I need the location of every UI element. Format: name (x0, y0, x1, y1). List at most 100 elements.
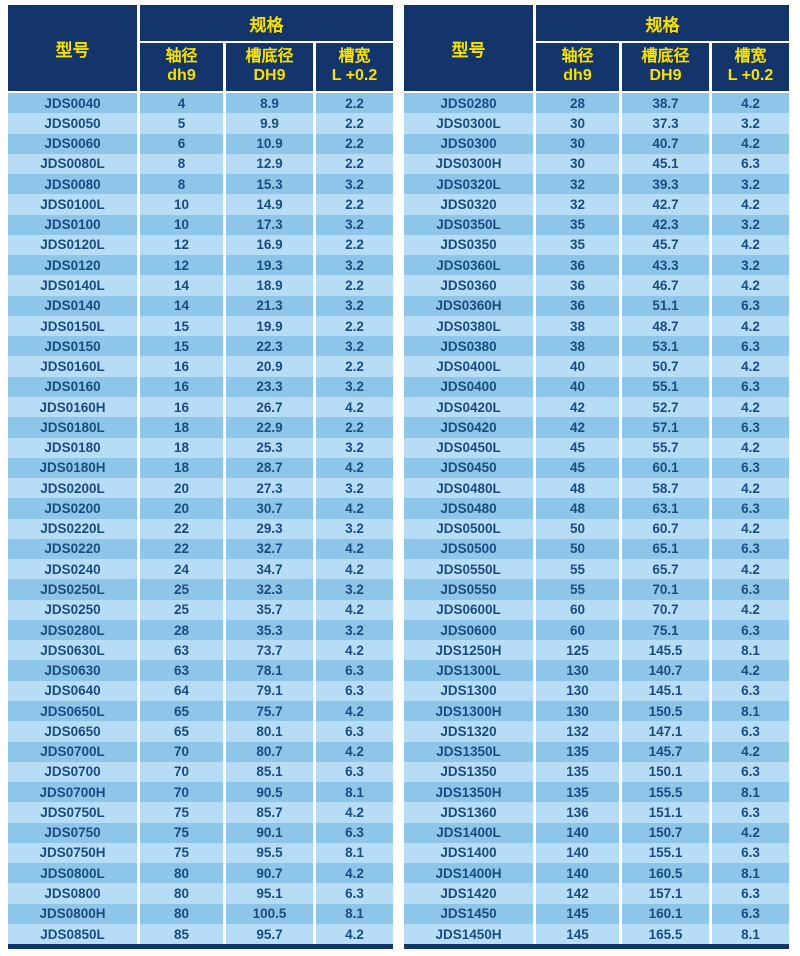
model-cell: JDS0450 (404, 457, 533, 479)
model-cell: JDS0350 (404, 234, 533, 256)
groove-width-label-cn: 槽宽 (338, 48, 371, 66)
model-cell: JDS1450 (404, 903, 533, 924)
value-cell: 22.3 (223, 336, 313, 357)
value-cell: 4.2 (709, 315, 790, 337)
model-cell: JDS0180 (8, 437, 137, 458)
table-row: JDS0750 75 90.1 6.3 (8, 822, 394, 843)
model-cell: JDS0050 (8, 113, 137, 134)
value-cell: 51.1 (619, 295, 709, 316)
table-row: JDS0100 10 17.3 3.2 (8, 214, 394, 235)
value-cell: 80.7 (223, 741, 313, 762)
model-cell: JDS0160 (8, 376, 137, 397)
model-cell: JDS1350H (404, 782, 533, 803)
value-cell: 36 (533, 275, 619, 296)
model-cell: JDS0550L (404, 559, 533, 580)
table-row: JDS0220 22 32.7 4.2 (8, 538, 394, 560)
value-cell: 90.5 (223, 782, 313, 803)
value-cell: 22 (137, 518, 223, 539)
table-row: JDS0250L 25 32.3 3.2 (8, 579, 394, 600)
table-row: JDS0750L 75 85.7 4.2 (8, 802, 394, 823)
value-cell: 48 (533, 498, 619, 519)
value-cell: 25 (137, 599, 223, 620)
value-cell: 8 (137, 153, 223, 175)
table-row: JDS0700 70 85.1 6.3 (8, 761, 394, 783)
value-cell: 2.2 (313, 356, 394, 377)
model-cell: JDS0150L (8, 315, 137, 337)
table-header: 型号 规格 轴径 dh9 槽底径 DH9 槽宽 L +0.2 (8, 5, 394, 93)
spec-table-right-wrap: 型号 规格 轴径 dh9 槽底径 DH9 槽宽 L +0.2 (404, 5, 790, 950)
model-cell: JDS0280L (8, 619, 137, 641)
table-row: JDS0080L 8 12.9 2.2 (8, 153, 394, 175)
value-cell: 4.2 (709, 275, 790, 296)
value-cell: 80 (137, 863, 223, 884)
table-row: JDS0300 30 40.7 4.2 (404, 133, 790, 154)
table-row: JDS0180H 18 28.7 4.2 (8, 457, 394, 479)
value-cell: 6.3 (709, 336, 790, 357)
value-cell: 32.3 (223, 579, 313, 600)
value-cell: 10.9 (223, 133, 313, 154)
table-row: JDS0350 35 45.7 4.2 (404, 234, 790, 256)
value-cell: 4.2 (709, 396, 790, 418)
spec-table-right: 型号 规格 轴径 dh9 槽底径 DH9 槽宽 L +0.2 (404, 5, 790, 945)
model-cell: JDS0150 (8, 336, 137, 357)
value-cell: 48.7 (619, 315, 709, 337)
value-cell: 78.1 (223, 660, 313, 681)
value-cell: 65 (137, 721, 223, 742)
model-cell: JDS1450H (404, 923, 533, 945)
value-cell: 6.3 (313, 660, 394, 681)
value-cell: 3.2 (313, 437, 394, 458)
table-row: JDS0650L 65 75.7 4.2 (8, 700, 394, 722)
table-row: JDS0220L 22 29.3 3.2 (8, 518, 394, 539)
value-cell: 4.2 (709, 741, 790, 762)
value-cell: 8.1 (313, 903, 394, 924)
table-row: JDS0060 6 10.9 2.2 (8, 133, 394, 154)
value-cell: 22 (137, 538, 223, 560)
value-cell: 6.3 (709, 457, 790, 479)
value-cell: 34.7 (223, 559, 313, 580)
value-cell: 29.3 (223, 518, 313, 539)
model-cell: JDS0040 (8, 93, 137, 114)
value-cell: 145 (533, 903, 619, 924)
value-cell: 3.2 (709, 174, 790, 195)
model-cell: JDS0800L (8, 863, 137, 884)
value-cell: 28 (137, 619, 223, 641)
value-cell: 20 (137, 478, 223, 499)
value-cell: 20.9 (223, 356, 313, 377)
table-row: JDS0420 42 57.1 6.3 (404, 417, 790, 438)
value-cell: 65 (137, 700, 223, 722)
table-row: JDS0480L 48 58.7 4.2 (404, 478, 790, 499)
value-cell: 50 (533, 518, 619, 539)
value-cell: 6.3 (313, 822, 394, 843)
value-cell: 135 (533, 782, 619, 803)
value-cell: 160.5 (619, 863, 709, 884)
value-cell: 26.7 (223, 396, 313, 418)
value-cell: 45.7 (619, 234, 709, 256)
value-cell: 4.2 (313, 741, 394, 762)
value-cell: 4.2 (313, 498, 394, 519)
table-row: JDS1400L 140 150.7 4.2 (404, 822, 790, 843)
model-cell: JDS0360L (404, 255, 533, 276)
value-cell: 6.3 (709, 376, 790, 397)
value-cell: 140 (533, 842, 619, 864)
value-cell: 42.3 (619, 214, 709, 235)
value-cell: 16 (137, 356, 223, 377)
value-cell: 25 (137, 579, 223, 600)
value-cell: 95.7 (223, 923, 313, 945)
value-cell: 15 (137, 315, 223, 337)
table-row: JDS0380 38 53.1 6.3 (404, 336, 790, 357)
table-row: JDS0300H 30 45.1 6.3 (404, 153, 790, 175)
value-cell: 42.7 (619, 194, 709, 215)
value-cell: 2.2 (313, 93, 394, 114)
value-cell: 30 (533, 133, 619, 154)
value-cell: 30 (533, 113, 619, 134)
value-cell: 3.2 (313, 579, 394, 600)
value-cell: 4.2 (709, 478, 790, 499)
value-cell: 6.3 (709, 903, 790, 924)
groove-width-label-cn: 槽宽 (734, 48, 767, 66)
table-row: JDS0100L 10 14.9 2.2 (8, 194, 394, 215)
value-cell: 6.3 (709, 498, 790, 519)
value-cell: 75.7 (223, 700, 313, 722)
model-cell: JDS0060 (8, 133, 137, 154)
value-cell: 145.7 (619, 741, 709, 762)
value-cell: 60.1 (619, 457, 709, 479)
